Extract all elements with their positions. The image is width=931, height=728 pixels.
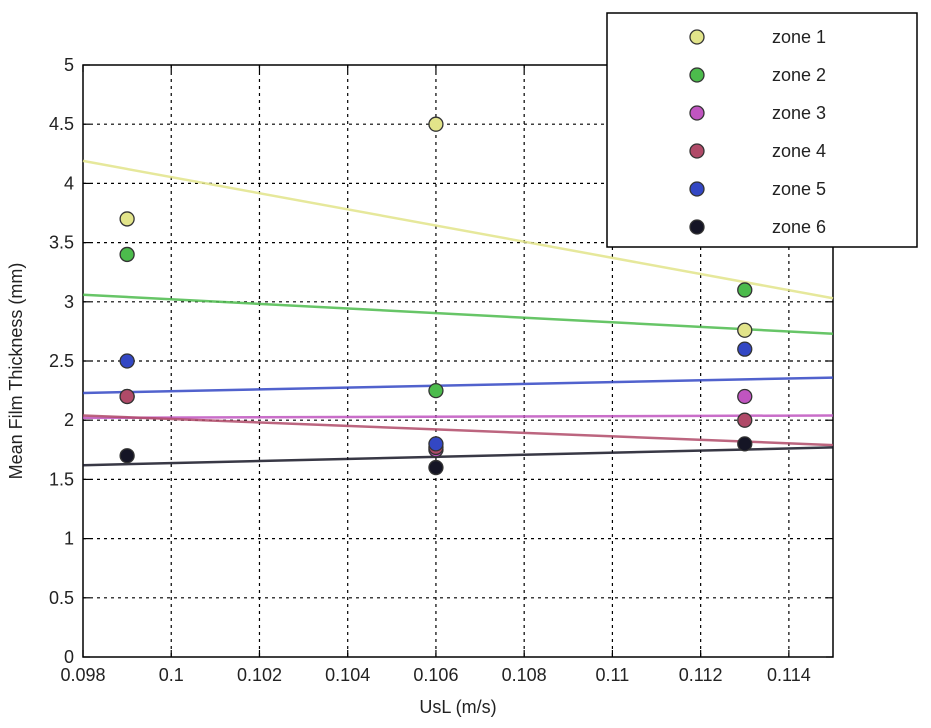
y-axis-ticks: 0 0.5 1 1.5 2 2.5 3 3.5 4 4.5 5 [49,55,833,667]
y-tick-label: 4 [64,173,74,193]
legend-label-zone-3: zone 3 [772,103,826,123]
data-point-zone-2 [737,282,753,298]
trend-line-zone-3 [82,414,834,420]
legend-marker-zone-3 [689,105,705,121]
trend-line-zone-6 [82,446,834,467]
legend: zone 1 zone 2 zone 3 zone 4 zone 5 zone 6 [606,12,918,248]
x-axis-label: UsL (m/s) [419,697,496,717]
data-point-zone-6 [428,459,444,476]
y-tick-label: 3 [64,292,74,312]
trend-line-zone-4 [82,414,834,447]
data-point-zone-4 [119,388,135,405]
x-tick-label: 0.108 [502,665,547,685]
x-tick-label: 0.114 [767,665,811,685]
x-tick-label: 0.104 [325,665,370,685]
data-point-zone-1 [119,211,135,227]
x-axis-ticks: 0.098 0.1 0.102 0.104 0.106 0.108 0.11 0.112 0.1… [60,65,811,685]
data-point-zone-6 [119,448,135,464]
legend-box [606,12,918,248]
data-point-zone-4 [737,412,753,428]
legend-marker-zone-4 [689,143,705,159]
x-tick-label: 0.1 [159,665,184,685]
trend-lines [82,159,834,467]
trend-line-zone-2 [82,293,834,336]
y-tick-label: 3.5 [49,233,74,253]
x-tick-label: 0.106 [413,665,458,685]
data-point-zone-3 [737,388,753,405]
trend-line-zone-1 [82,159,834,300]
legend-label-zone-5: zone 5 [772,179,826,199]
legend-label-zone-6: zone 6 [772,217,826,237]
legend-label-zone-4: zone 4 [772,141,826,161]
x-tick-label: 0.102 [237,665,282,685]
legend-marker-zone-1 [689,29,705,45]
y-axis-label: Mean Film Thickness (mm) [6,263,26,480]
legend-marker-zone-2 [689,67,705,83]
legend-label-zone-1: zone 1 [772,27,826,47]
y-tick-label: 1.5 [49,469,74,489]
y-tick-label: 4.5 [49,114,74,134]
y-tick-label: 0.5 [49,588,74,608]
data-points [119,116,753,476]
x-tick-label: 0.112 [679,665,723,685]
y-tick-label: 1 [64,529,74,549]
data-point-zone-1 [428,116,444,132]
legend-marker-zone-6 [689,219,705,235]
data-point-zone-5 [737,341,753,357]
legend-label-zone-2: zone 2 [772,65,826,85]
data-point-zone-2 [119,246,135,263]
y-tick-label: 2.5 [49,351,74,371]
x-tick-label: 0.098 [60,665,105,685]
y-tick-label: 5 [64,55,74,75]
data-point-zone-5 [428,436,444,452]
legend-marker-zone-5 [689,181,705,197]
y-tick-label: 0 [64,647,74,667]
trend-line-zone-5 [82,376,834,395]
y-tick-label: 2 [64,410,74,430]
x-tick-label: 0.11 [596,665,630,685]
data-point-zone-6 [737,436,753,452]
data-point-zone-5 [119,353,135,369]
data-point-zone-1 [737,322,753,338]
data-point-zone-2 [428,382,444,399]
